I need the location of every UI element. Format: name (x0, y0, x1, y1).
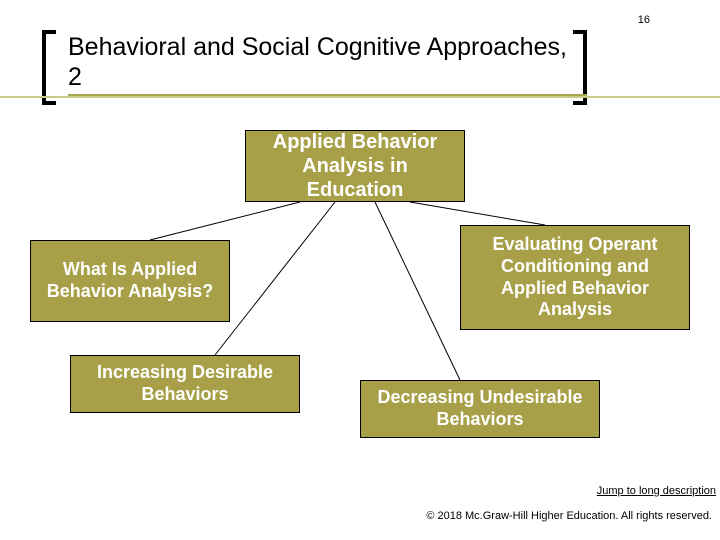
node-evaluating: Evaluating Operant Conditioning and Appl… (460, 225, 690, 330)
node-what-is: What Is Applied Behavior Analysis? (30, 240, 230, 322)
slide: 16 Behavioral and Social Cognitive Appro… (0, 0, 720, 540)
bracket-left-icon (42, 30, 56, 105)
edge (150, 202, 300, 240)
edge (410, 202, 545, 225)
edge (375, 202, 460, 380)
diagram: Applied Behavior Analysis in Education W… (0, 130, 720, 470)
edge (215, 202, 335, 355)
page-number: 16 (638, 14, 650, 26)
node-decreasing: Decreasing Undesirable Behaviors (360, 380, 600, 438)
long-description-link[interactable]: Jump to long description (597, 485, 716, 498)
node-increasing: Increasing Desirable Behaviors (70, 355, 300, 413)
node-root: Applied Behavior Analysis in Education (245, 130, 465, 202)
title-block: Behavioral and Social Cognitive Approach… (42, 30, 587, 105)
title-rule (0, 96, 720, 98)
slide-title: Behavioral and Social Cognitive Approach… (68, 32, 587, 96)
copyright: © 2018 Mc.Graw-Hill Higher Education. Al… (426, 510, 712, 522)
